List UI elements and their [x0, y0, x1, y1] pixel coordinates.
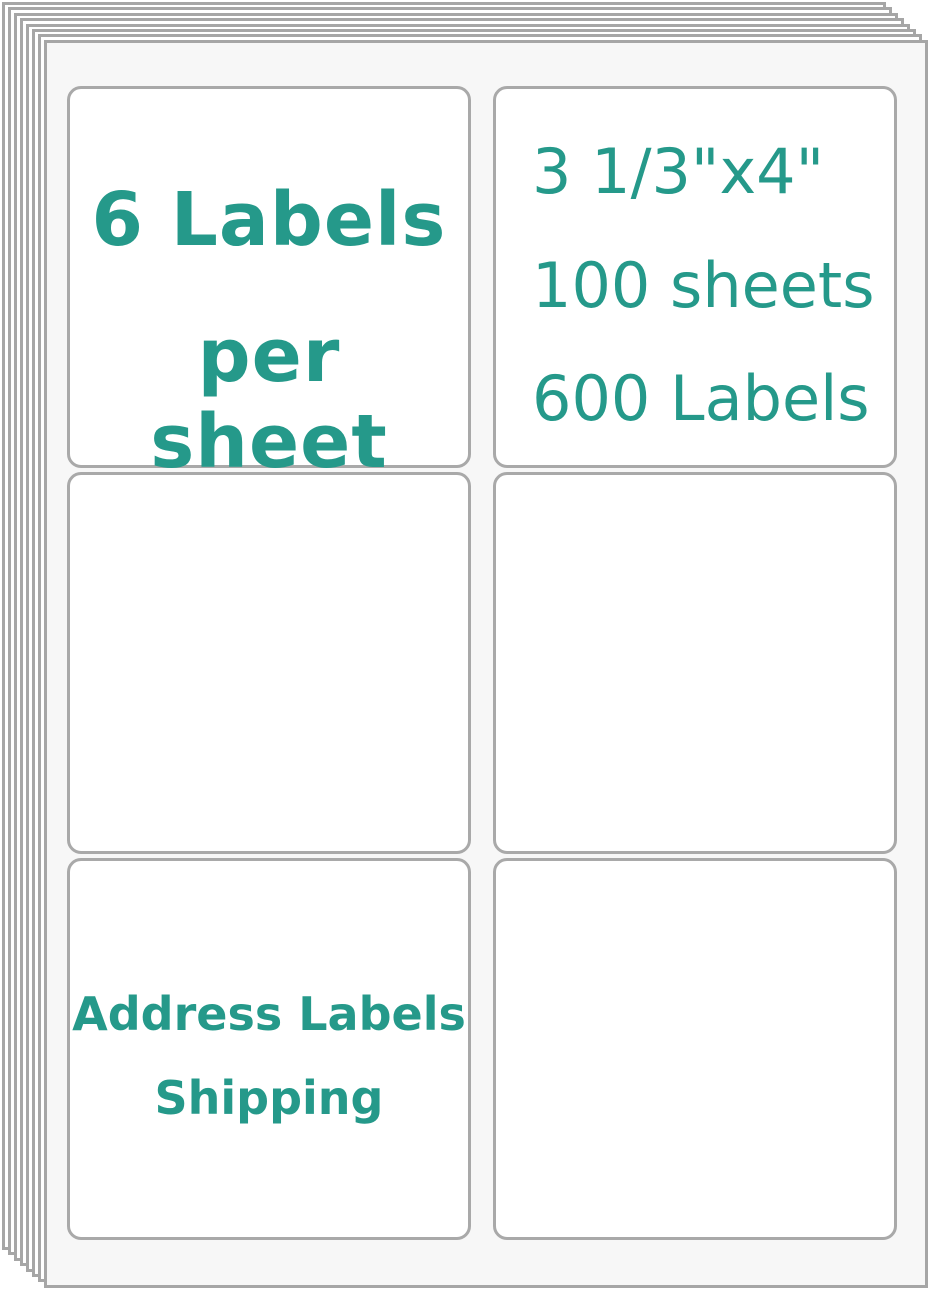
label-6 — [493, 858, 897, 1240]
label-count: 600 Labels — [532, 362, 870, 435]
sheet-count: 100 sheets — [532, 249, 875, 322]
label-3 — [67, 472, 471, 854]
labels-per-sheet-line1: 6 Labels — [91, 177, 447, 263]
address-labels-text: Address Labels — [72, 987, 466, 1041]
label-1: 6 Labels per sheet — [67, 86, 471, 485]
label-2: 3 1/3"x4" 100 sheets 600 Labels — [493, 86, 897, 468]
labels-per-sheet-line2: per sheet — [150, 313, 388, 485]
label-5: Address Labels Shipping — [67, 858, 471, 1240]
shipping-text: Shipping — [154, 1071, 384, 1125]
label-size: 3 1/3"x4" — [532, 135, 825, 208]
front-sheet: 6 Labels per sheet 3 1/3"x4" 100 sheets … — [44, 40, 928, 1288]
label-4 — [493, 472, 897, 854]
